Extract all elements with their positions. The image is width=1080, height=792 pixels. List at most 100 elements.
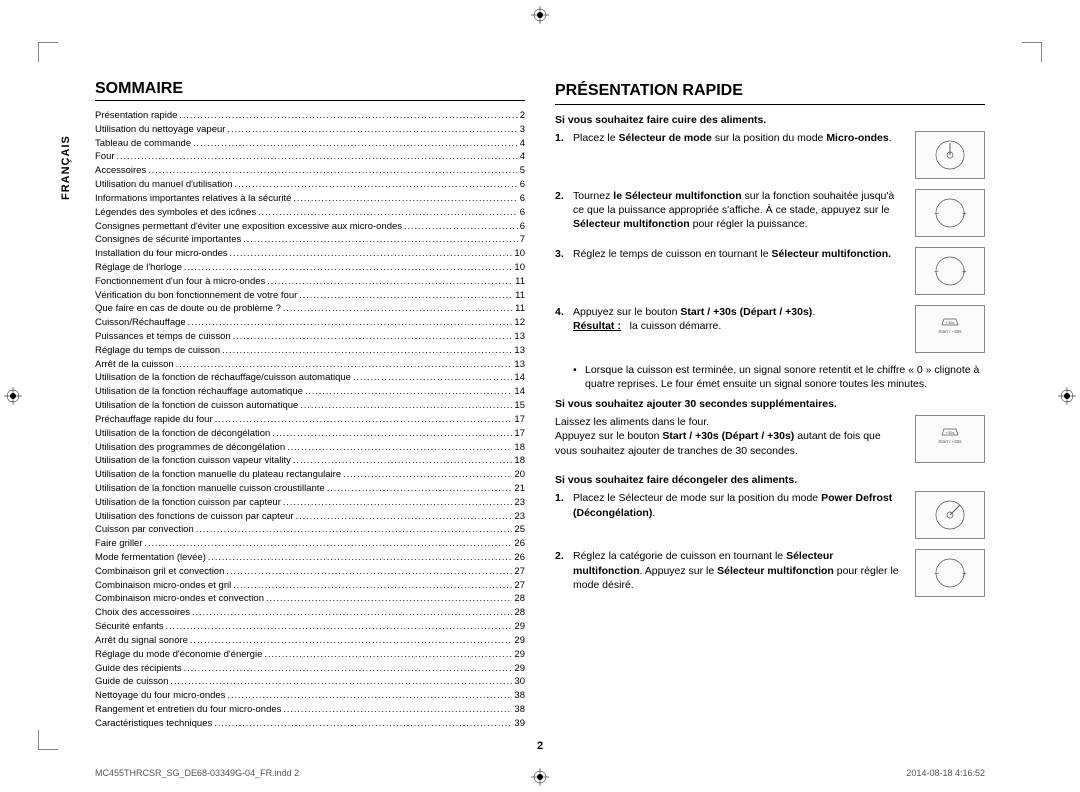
toc-page: 23 <box>514 497 525 510</box>
toc-dots <box>283 703 512 717</box>
toc-label: Combinaison gril et convection <box>95 566 224 579</box>
toc-page: 39 <box>514 718 525 731</box>
toc-label: Choix des accessoires <box>95 607 190 620</box>
text: . <box>812 306 815 318</box>
toc-dots <box>404 220 518 234</box>
toc-row: Mode fermentation (levée)26 <box>95 551 525 565</box>
step-number: 4. <box>555 305 573 353</box>
toc-page: 21 <box>514 483 525 496</box>
defrost-dial-diagram <box>915 491 985 539</box>
toc-row: Installation du four micro-ondes10 <box>95 247 525 261</box>
toc-page: 23 <box>514 511 525 524</box>
toc-row: Réglage du temps de cuisson13 <box>95 344 525 358</box>
start-button-diagram: +30sStart / +30s <box>915 415 985 463</box>
toc-label: Réglage de l'horloge <box>95 262 182 275</box>
toc-page: 13 <box>514 331 525 344</box>
crop-mark <box>38 42 58 62</box>
sommaire-title: Sommaire <box>95 80 525 101</box>
toc-page: 10 <box>514 248 525 261</box>
presentation-title: Présentation rapide <box>555 80 985 105</box>
text: Start / +30s (Départ / +30s) <box>662 430 794 442</box>
text: Appuyez sur le bouton <box>555 430 662 442</box>
section2-heading: Si vous souhaitez ajouter 30 secondes su… <box>555 397 985 411</box>
step-number: 2. <box>555 549 573 597</box>
text: Sélecteur multifonction. <box>771 248 891 260</box>
text: Appuyez sur le bouton <box>573 306 680 318</box>
toc-page: 11 <box>515 303 525 316</box>
crop-mark <box>38 730 58 750</box>
toc-page: 6 <box>520 193 525 206</box>
toc-page: 11 <box>515 276 525 289</box>
toc-label: Utilisation de la fonction cuisson vapeu… <box>95 455 291 468</box>
toc-row: Utilisation de la fonction cuisson par c… <box>95 496 525 510</box>
toc-dots <box>214 717 512 731</box>
registration-mark-right <box>1058 387 1076 405</box>
toc-page: 26 <box>514 552 525 565</box>
toc-dots <box>266 592 512 606</box>
toc-page: 7 <box>520 234 525 247</box>
toc-list: Présentation rapide2Utilisation du netto… <box>95 109 525 731</box>
toc-dots <box>117 150 518 164</box>
toc-dots <box>233 579 512 593</box>
toc-page: 15 <box>514 400 525 413</box>
svg-text:+30s: +30s <box>946 430 955 435</box>
step-body: Appuyez sur le bouton Start / +30s (Dépa… <box>573 305 909 353</box>
toc-row: Utilisation du nettoyage vapeur3 <box>95 123 525 137</box>
toc-label: Consignes permettant d'éviter une exposi… <box>95 221 402 234</box>
toc-dots <box>267 275 513 289</box>
step-number: 3. <box>555 247 573 295</box>
toc-dots <box>184 261 513 275</box>
toc-dots <box>343 468 512 482</box>
toc-page: 17 <box>514 428 525 441</box>
toc-page: 5 <box>520 165 525 178</box>
toc-label: Utilisation de la fonction cuisson par c… <box>95 497 281 510</box>
text: Laissez les aliments dans le four. <box>555 416 709 428</box>
step-3: 3. Réglez le temps de cuisson en tournan… <box>555 247 985 295</box>
toc-row: Informations importantes relatives à la … <box>95 192 525 206</box>
toc-label: Sécurité enfants <box>95 621 164 634</box>
sommaire-column: Sommaire Présentation rapide2Utilisation… <box>95 80 525 730</box>
step-4: 4. Appuyez sur le bouton Start / +30s (D… <box>555 305 985 353</box>
toc-row: Utilisation de la fonction réchauffage a… <box>95 385 525 399</box>
crop-mark <box>1022 42 1042 62</box>
toc-label: Préchauffage rapide du four <box>95 414 213 427</box>
toc-dots <box>170 675 512 689</box>
toc-page: 14 <box>514 372 525 385</box>
toc-label: Tableau de commande <box>95 138 191 151</box>
toc-label: Cuisson par convection <box>95 524 194 537</box>
toc-dots <box>227 689 512 703</box>
toc-row: Arrêt de la cuisson13 <box>95 358 525 372</box>
multi-dial-diagram: −+ <box>915 549 985 597</box>
toc-row: Utilisation des programmes de décongélat… <box>95 441 525 455</box>
toc-dots <box>233 330 513 344</box>
step-2: 2. Tournez le Sélecteur multifonction su… <box>555 189 985 237</box>
toc-row: Combinaison gril et convection27 <box>95 565 525 579</box>
language-tab: FRANÇAIS <box>60 135 72 200</box>
toc-page: 4 <box>520 151 525 164</box>
toc-page: 4 <box>520 138 525 151</box>
text: Réglez la catégorie de cuisson en tourna… <box>573 550 786 562</box>
toc-page: 20 <box>514 469 525 482</box>
toc-page: 10 <box>514 262 525 275</box>
toc-row: Faire griller26 <box>95 537 525 551</box>
text: Micro-ondes <box>826 132 888 144</box>
text: Sélecteur de mode <box>619 132 712 144</box>
toc-page: 17 <box>514 414 525 427</box>
toc-row: Choix des accessoires28 <box>95 606 525 620</box>
registration-mark-left <box>4 387 22 405</box>
toc-label: Arrêt du signal sonore <box>95 635 188 648</box>
text: Réglez le temps de cuisson en tournant l… <box>573 248 771 260</box>
toc-row: Utilisation de la fonction manuelle du p… <box>95 468 525 482</box>
toc-dots <box>299 289 513 303</box>
toc-label: Rangement et entretien du four micro-ond… <box>95 704 281 717</box>
toc-label: Réglage du mode d'économie d'énergie <box>95 649 262 662</box>
step-body: Réglez le temps de cuisson en tournant l… <box>573 247 909 295</box>
toc-dots <box>258 206 518 220</box>
toc-row: Guide de cuisson 30 <box>95 675 525 689</box>
footer: MC455THRCSR_SG_DE68-03349G-04_FR.indd 2 … <box>95 768 985 778</box>
toc-row: Utilisation de la fonction manuelle cuis… <box>95 482 525 496</box>
toc-label: Guide de cuisson <box>95 676 168 689</box>
toc-page: 30 <box>514 676 525 689</box>
section1-heading: Si vous souhaitez faire cuire des alimen… <box>555 113 985 127</box>
text: pour régler la puissance. <box>690 218 808 230</box>
